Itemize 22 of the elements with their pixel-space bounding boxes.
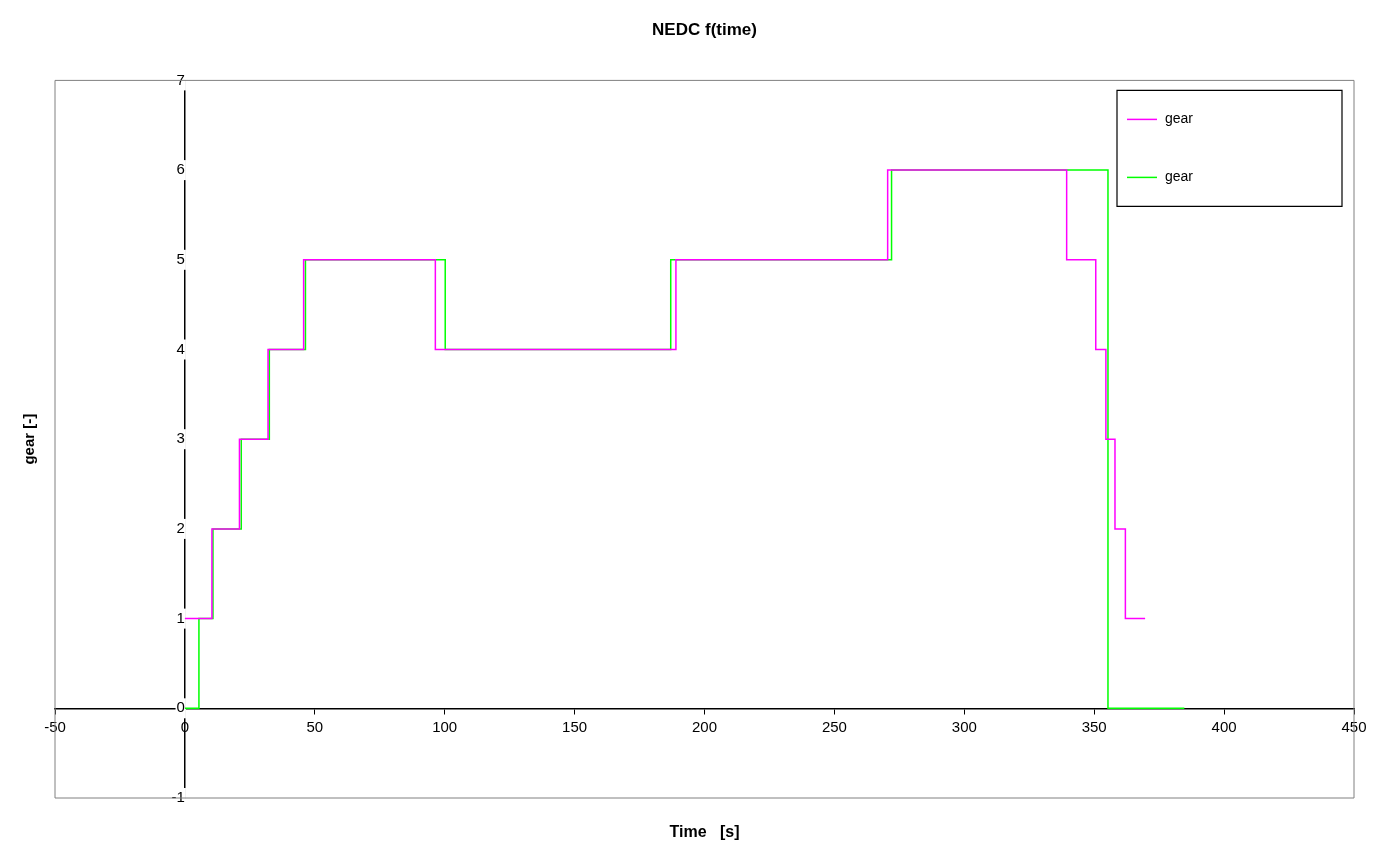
x-tick-label: 350: [1081, 718, 1107, 736]
chart-title: NEDC f(time): [652, 19, 757, 39]
legend-label: gear: [1165, 168, 1194, 185]
x-tick-label: 400: [1211, 718, 1237, 736]
y-tick-label: 6: [176, 160, 185, 178]
y-tick-label: 2: [176, 519, 185, 537]
x-tick-label: 450: [1341, 718, 1367, 736]
y-tick-label: 5: [176, 249, 185, 267]
x-tick-label: 50: [306, 718, 324, 736]
y-tick-label: 3: [176, 429, 185, 447]
y-tick-label: 7: [176, 70, 185, 88]
x-tick-label: 300: [951, 718, 977, 736]
x-axis-title: Time [s]: [669, 823, 740, 841]
y-tick-label: 4: [176, 339, 185, 357]
y-tick-label: -1: [171, 788, 185, 806]
x-tick-label: 250: [821, 718, 847, 736]
legend-label: gear: [1165, 110, 1194, 127]
x-tick-label: 150: [562, 718, 588, 736]
x-tick-label: 200: [691, 718, 718, 736]
x-tick-label: 100: [432, 718, 458, 736]
y-axis-title: gear [-]: [20, 413, 38, 465]
x-tick-label: -50: [44, 718, 66, 736]
